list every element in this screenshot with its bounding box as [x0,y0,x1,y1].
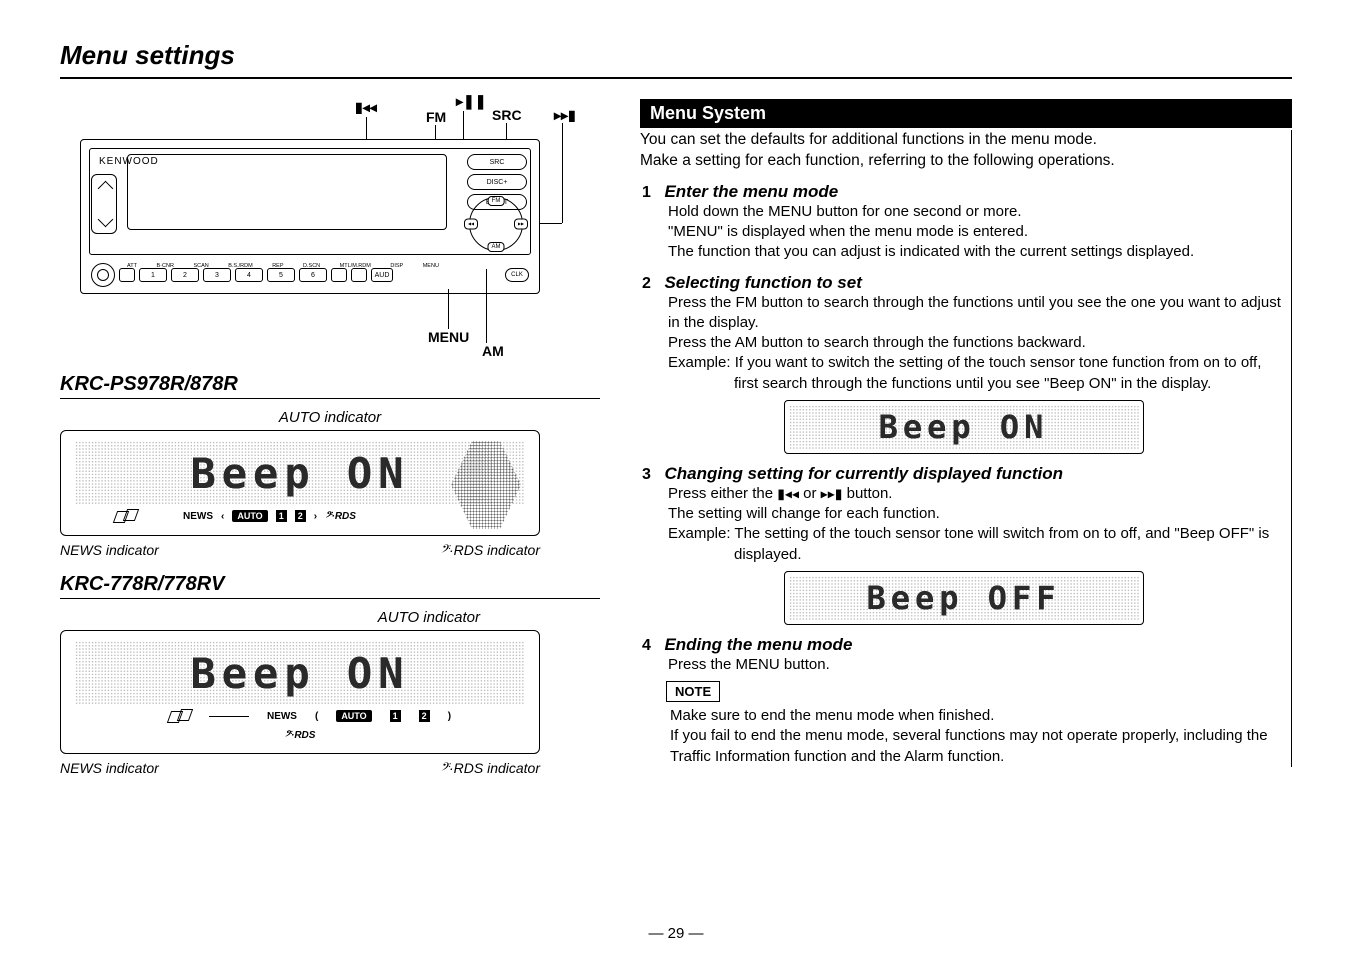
intro-text-2: Make a setting for each function, referr… [640,151,1285,172]
lcd-text-1: Beep ON [190,449,409,498]
prev-track-icon: ▮◂◂ [777,485,799,501]
step-number: 3 [642,466,660,484]
mini-lcd-beep-off: Beep OFF [784,571,1144,625]
model-heading-2: KRC-778R/778RV [60,573,600,599]
step-number: 4 [642,637,660,655]
step-title: Selecting function to set [664,273,861,292]
side-button: DISC+ [467,174,527,190]
lcd-text-2: Beep ON [190,649,409,698]
step-body: Press the FM button to search through th… [642,293,1285,354]
lcd-display-2: Beep ON NEWS ( AUTO 1 2 ) 𝄢·RDS [60,630,540,754]
rds-indicator-label-2: 𝄢·RDS indicator [440,760,540,777]
page-title: Menu settings [60,40,1292,79]
callout-menu: MENU [428,329,469,345]
step-title: Changing setting for currently displayed… [664,464,1063,483]
intro-text-1: You can set the defaults for additional … [640,130,1285,151]
note-body: Make sure to end the menu mode when fini… [666,706,1285,767]
dpad-cluster: FM AM ◂◂ ▸▸ [469,197,523,251]
volume-rocker [91,174,117,234]
callout-playpause: ▸❚❚ [456,93,487,110]
device-screen [127,154,447,230]
step-example: Example: The setting of the touch sensor… [642,524,1285,565]
step-title: Ending the menu mode [664,635,852,654]
knob [91,263,115,287]
auto-indicator-label-2: AUTO indicator [60,609,600,626]
section-title: Menu System [640,99,1292,128]
callout-prev: ▮◂◂ [355,99,377,116]
news-indicator-label-2: NEWS indicator [60,760,159,777]
step-number: 1 [642,184,660,202]
note-label: NOTE [666,681,720,702]
device-illustration: ▮◂◂ ▸❚❚ FM SRC ▸▸▮ KENWOOD SRC DISC+ EJE… [60,99,560,359]
satellite-icon [169,709,191,723]
satellite-icon [115,509,137,523]
step-number: 2 [642,275,660,293]
lcd-display-1: Beep ON NEWS ‹ AUTO 1 2 › 𝄢·RDS [60,430,540,536]
step-body: Hold down the MENU button for one second… [642,202,1285,263]
step-example: Example: If you want to switch the setti… [642,353,1285,394]
model-heading-1: KRC-PS978R/878R [60,373,600,399]
next-track-icon: ▸▸▮ [821,485,843,501]
step-title: Enter the menu mode [664,182,838,201]
callout-next: ▸▸▮ [554,107,576,124]
side-button: SRC [467,154,527,170]
news-indicator-label-1: NEWS indicator [60,542,159,559]
callout-am: AM [482,343,504,359]
auto-indicator-label-1: AUTO indicator [60,409,600,426]
step-body: Press the MENU button. [642,655,1285,675]
callout-fm: FM [426,109,446,125]
step-body: Press either the ▮◂◂ or ▸▸▮ button. The … [642,484,1285,525]
callout-src: SRC [492,107,522,123]
mini-lcd-beep-on: Beep ON [784,400,1144,454]
rds-indicator-label-1: 𝄢·RDS indicator [440,542,540,559]
page-number: — 29 — [0,925,1352,942]
